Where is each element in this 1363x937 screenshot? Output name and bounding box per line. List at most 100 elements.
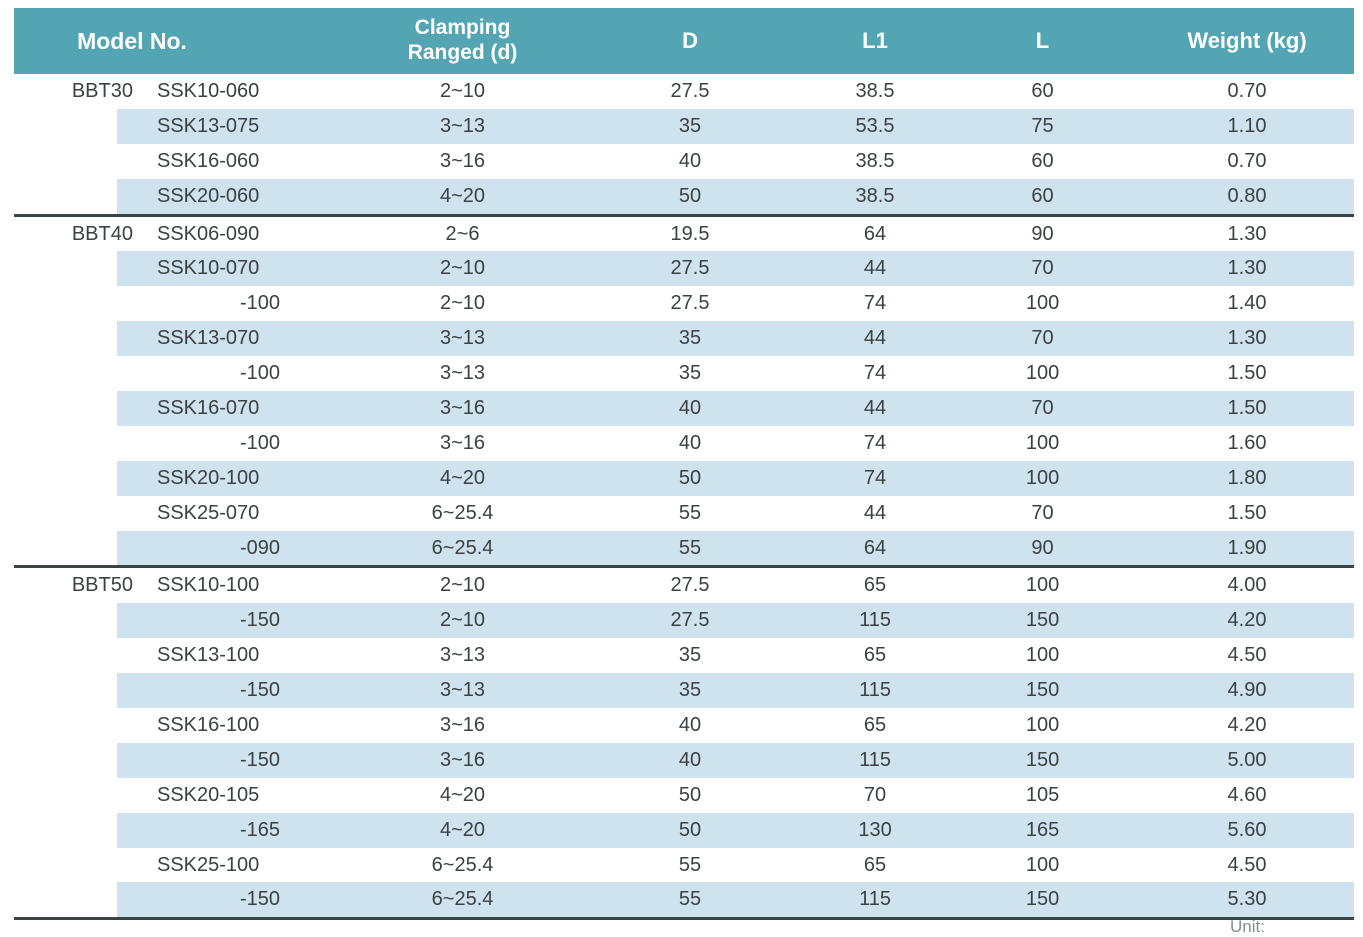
model-cell: SSK13-070 [117, 321, 351, 357]
group-label-cell [14, 603, 117, 638]
column-header-l1: L1 [805, 8, 946, 74]
l-cell: 165 [945, 812, 1141, 848]
l-cell: 100 [945, 460, 1141, 496]
d-cell: 35 [678, 644, 702, 667]
l1-cell: 38.5 [855, 79, 895, 102]
l-cell: 90 [945, 213, 1141, 252]
d-cell: 55 [575, 530, 806, 567]
clamping-header-line1: Clamping [414, 16, 511, 40]
l1-cell: 44 [863, 501, 887, 524]
l-cell: 105 [1025, 783, 1060, 806]
table-row: SSK16-060 3~16 40 38.5 60 0.70 [14, 144, 1354, 179]
column-header-model-no: Model No. [14, 8, 351, 74]
model-cell: SSK06-090 [117, 213, 351, 252]
l1-cell: 115 [805, 603, 946, 639]
model-cell: SSK16-060 [157, 149, 260, 172]
weight-cell: 4.90 [1140, 673, 1355, 709]
table-row: -165 4~20 50 130 165 5.60 [14, 812, 1355, 848]
weight-cell: 1.90 [1140, 530, 1355, 567]
clamping-range-cell: 3~13 [350, 321, 576, 357]
weight-cell: 4.60 [1227, 783, 1267, 806]
group-label-cell [14, 109, 117, 144]
model-cell: SSK10-100 [117, 565, 351, 604]
group-label-cell: BBT50 [14, 565, 133, 604]
weight-cell: 4.50 [1227, 853, 1267, 876]
clamping-range-cell: 3~13 [350, 673, 576, 709]
model-cell: SSK13-100 [157, 644, 260, 667]
l1-cell: 38.5 [855, 149, 895, 172]
l-cell: 150 [945, 603, 1141, 639]
table-header: Model No. Clamping Ranged (d) D L1 L Wei… [14, 8, 1355, 74]
l-cell: 70 [945, 251, 1141, 287]
table-row: SSK20-100 4~20 50 74 100 1.80 [14, 460, 1355, 496]
l1-cell: 115 [805, 742, 946, 778]
group-label: BBT30 [71, 79, 133, 102]
d-cell: 50 [678, 783, 702, 806]
weight-cell: 1.50 [1140, 391, 1355, 426]
d-cell: 55 [678, 853, 702, 876]
clamping-range-cell: 3~13 [350, 108, 576, 144]
column-header-clamping-range: Clamping Ranged (d) [350, 8, 576, 74]
group-label-cell [14, 531, 117, 567]
table-row: BBT50 SSK10-100 2~10 27.5 65 100 4.00 [14, 565, 1355, 604]
l1-cell: 65 [863, 644, 887, 667]
d-cell: 40 [678, 713, 702, 736]
group-label-cell [14, 286, 117, 321]
l1-cell: 44 [805, 251, 946, 287]
group-label-cell [14, 426, 117, 461]
table-row: SSK25-070 6~25.4 55 44 70 1.50 [14, 496, 1354, 531]
l1-cell: 64 [805, 530, 946, 567]
model-cell: -100 [239, 292, 281, 315]
clamping-range-cell: 3~13 [439, 644, 486, 667]
d-cell: 27.5 [670, 79, 710, 102]
l1-cell: 74 [863, 431, 887, 454]
d-cell: 27.5 [575, 251, 806, 287]
l1-cell: 65 [805, 565, 946, 604]
model-cell: -150 [117, 742, 351, 778]
clamping-range-cell: 6~25.4 [350, 530, 576, 567]
clamping-range-cell: 4~20 [439, 783, 486, 806]
weight-cell: 5.00 [1140, 742, 1355, 778]
l-cell: 75 [945, 108, 1141, 144]
table-row: -150 2~10 27.5 115 150 4.20 [14, 603, 1355, 639]
d-cell: 19.5 [575, 213, 806, 252]
l1-cell: 64 [805, 213, 946, 252]
weight-cell: 5.30 [1140, 882, 1355, 921]
model-cell: SSK20-060 [117, 178, 351, 216]
group-label-cell [14, 321, 117, 356]
model-cell: -150 [117, 603, 351, 639]
column-header-d: D [575, 8, 806, 74]
group-label-cell [14, 778, 117, 813]
l1-cell: 53.5 [805, 108, 946, 144]
group-label: BBT40 [71, 222, 133, 245]
weight-cell: 1.60 [1227, 431, 1267, 454]
group-label-cell [14, 179, 117, 215]
l1-cell: 44 [805, 321, 946, 357]
clamping-range-cell: 4~20 [350, 178, 576, 216]
model-cell: SSK13-075 [117, 108, 351, 144]
table-row: -150 3~13 35 115 150 4.90 [14, 673, 1355, 709]
model-cell: SSK20-100 [117, 460, 351, 496]
table-row: SSK20-105 4~20 50 70 105 4.60 [14, 778, 1354, 813]
clamping-range-cell: 2~6 [350, 213, 576, 252]
l-cell: 70 [945, 321, 1141, 357]
l1-cell: 130 [805, 812, 946, 848]
d-cell: 40 [575, 391, 806, 426]
model-cell: -100 [239, 431, 281, 454]
d-cell: 35 [575, 321, 806, 357]
group-label-cell: BBT40 [14, 213, 133, 252]
column-header-model-no-label: Model No. [77, 27, 187, 54]
group-label-cell: BBT30 [14, 74, 133, 109]
model-cell: SSK25-070 [157, 501, 260, 524]
table-row: SSK16-070 3~16 40 44 70 1.50 [14, 391, 1355, 426]
table-row: SSK10-070 2~10 27.5 44 70 1.30 [14, 251, 1355, 287]
clamping-range-cell: 2~10 [350, 251, 576, 287]
table-row: SSK16-100 3~16 40 65 100 4.20 [14, 708, 1354, 743]
d-cell: 50 [575, 460, 806, 496]
weight-cell: 4.50 [1227, 644, 1267, 667]
l1-cell: 65 [863, 853, 887, 876]
d-cell: 27.5 [575, 565, 806, 604]
d-cell: 50 [575, 178, 806, 216]
column-header-l: L [945, 8, 1141, 74]
clamping-range-cell: 2~10 [350, 565, 576, 604]
